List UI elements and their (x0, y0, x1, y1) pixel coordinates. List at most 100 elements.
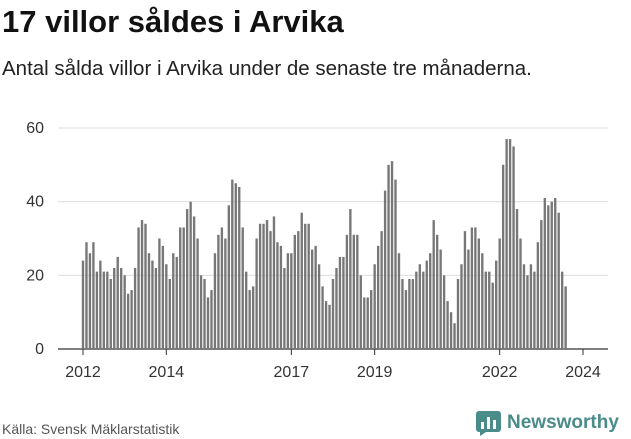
bar (321, 286, 324, 349)
y-axis-labels: 0 20 40 60 (26, 120, 44, 358)
bar (276, 242, 279, 349)
bar (363, 297, 366, 349)
y-tick-label: 20 (26, 267, 44, 284)
brand[interactable]: Newsworthy (476, 408, 619, 438)
bar (248, 290, 251, 349)
bar (446, 301, 449, 349)
bar (324, 301, 328, 349)
bar (501, 164, 505, 349)
bar (554, 197, 557, 349)
bar (137, 227, 140, 349)
x-axis: 2012 2014 2017 2019 2022 2024 (65, 349, 601, 381)
bar (564, 286, 567, 349)
x-tick-label: 2014 (149, 364, 185, 381)
bar (297, 231, 300, 349)
bar (547, 205, 550, 349)
bar (439, 249, 442, 349)
bar (533, 271, 536, 349)
bar (383, 190, 387, 349)
bar (210, 290, 213, 349)
newsworthy-logo-icon (476, 410, 501, 436)
bar (560, 271, 564, 349)
bar (113, 267, 116, 349)
x-tick-label: 2022 (482, 364, 518, 381)
bar (515, 209, 519, 349)
bar (460, 264, 463, 349)
bar (179, 227, 182, 349)
bar (307, 223, 310, 349)
bar (442, 275, 446, 349)
bar (203, 279, 206, 349)
bar (498, 238, 501, 349)
bar (158, 238, 161, 349)
bar (453, 323, 456, 349)
bar (557, 212, 560, 349)
bar (491, 282, 494, 349)
bar (161, 245, 165, 349)
bar (349, 209, 352, 349)
bar (286, 253, 290, 349)
source-note: Källa: Svensk Mäklarstatistik (2, 421, 180, 437)
bar (151, 260, 154, 349)
bar (290, 253, 293, 349)
bar (495, 260, 498, 349)
bar (456, 279, 460, 349)
bar (425, 260, 428, 349)
bar (234, 183, 237, 349)
bar (314, 245, 317, 349)
bar (529, 264, 533, 349)
bar (192, 216, 196, 349)
bar (463, 231, 467, 349)
x-tick-label: 2012 (65, 364, 101, 381)
bar (422, 271, 425, 349)
bar (359, 275, 362, 349)
bar (418, 264, 421, 349)
bar (429, 253, 432, 349)
bar (317, 264, 321, 349)
bar (272, 216, 276, 349)
bar (92, 242, 95, 349)
bar (168, 279, 171, 349)
bar (387, 164, 390, 349)
bar (220, 227, 224, 349)
bar (394, 179, 397, 349)
highlight-value-label: 17 (574, 0, 592, 4)
bar (366, 297, 369, 349)
y-tick-label: 0 (35, 341, 44, 358)
bar (245, 271, 248, 349)
bar (512, 146, 515, 349)
bar (185, 209, 189, 349)
bar (95, 271, 99, 349)
bar (380, 231, 383, 349)
bar (283, 267, 286, 349)
y-tick-label: 60 (26, 120, 44, 137)
bar (102, 271, 106, 349)
bar (540, 220, 543, 349)
bar (258, 223, 262, 349)
bar (255, 238, 258, 349)
bar (133, 267, 137, 349)
bar (338, 256, 342, 349)
bar (304, 223, 307, 349)
bar (196, 238, 199, 349)
page-title: 17 villor såldes i Arvika (2, 4, 344, 39)
bar (262, 223, 265, 349)
bar (449, 312, 453, 349)
bar (182, 227, 185, 349)
bar (130, 290, 133, 349)
x-tick-label: 2017 (274, 364, 310, 381)
bars (81, 139, 567, 349)
bar (356, 234, 359, 349)
bar (370, 290, 373, 349)
bar (505, 139, 508, 349)
bar (408, 279, 411, 349)
bar (373, 264, 376, 349)
bar (147, 253, 151, 349)
bar (331, 279, 335, 349)
bar (116, 256, 119, 349)
bar (526, 275, 529, 349)
brand-name: Newsworthy (507, 412, 619, 433)
bar (106, 271, 109, 349)
bar (470, 227, 474, 349)
